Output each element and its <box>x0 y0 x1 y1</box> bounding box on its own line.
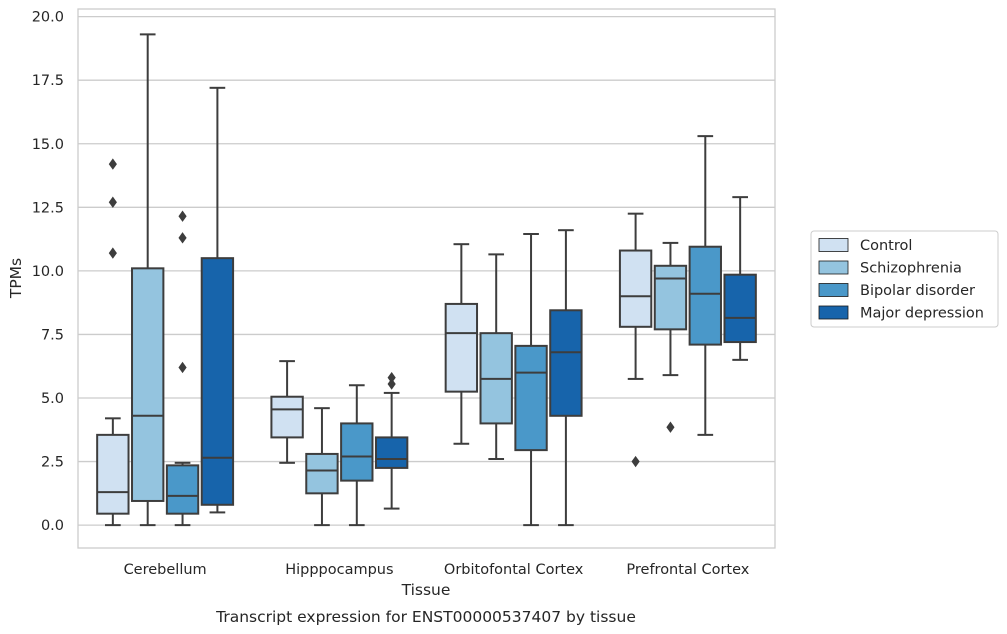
y-tick-label: 7.5 <box>41 327 64 343</box>
box-2-1 <box>479 253 513 461</box>
x-axis: Cerebellum Hipppocampus Orbitofontal Corte… <box>124 562 750 578</box>
box-0-2 <box>165 210 200 527</box>
box-3-3 <box>723 196 757 361</box>
chart-caption: Transcript expression for ENST0000053740… <box>215 608 636 626</box>
plot-area <box>77 8 776 549</box>
box-2-2 <box>514 233 548 527</box>
box-body <box>723 273 757 344</box>
legend-label: Schizophrenia <box>860 261 962 277</box>
box-1-2 <box>340 384 374 527</box>
box-3-2 <box>688 135 722 436</box>
y-tick-label: 15.0 <box>32 137 64 153</box>
legend-label: Major depression <box>860 306 984 322</box>
outlier-marker <box>387 371 396 384</box>
legend-swatch <box>818 238 849 252</box>
y-tick-label: 12.5 <box>32 200 64 216</box>
legend-label: Control <box>860 238 912 254</box>
legend-swatch <box>818 260 849 275</box>
box-body <box>131 267 165 502</box>
legend-swatch <box>818 283 849 297</box>
box-0-0 <box>96 158 130 527</box>
box-groups <box>96 33 757 527</box>
plot-frame <box>77 8 776 549</box>
outlier-marker <box>631 455 640 468</box>
y-tick-label: 0.0 <box>41 518 64 534</box>
legend: Control Schizophrenia Bipolar disorder Majo… <box>810 230 999 328</box>
y-tick-label: 10.0 <box>32 264 64 280</box>
x-tick-label: Hipppocampus <box>285 562 393 578</box>
box-body <box>514 344 548 452</box>
box-body <box>618 249 653 328</box>
y-tick-label: 2.5 <box>41 455 64 471</box>
box-2-0 <box>444 243 479 445</box>
box-3-0 <box>618 212 653 468</box>
box-body <box>444 302 479 393</box>
outlier-marker <box>178 361 187 374</box>
box-2-3 <box>549 229 583 527</box>
y-tick-label: 17.5 <box>32 73 64 89</box>
box-body <box>688 245 722 346</box>
x-tick-label: Prefrontal Cortex <box>626 562 749 578</box>
outlier-marker <box>178 210 187 222</box>
y-tick-label: 5.0 <box>41 391 64 407</box>
legend-label: Bipolar disorder <box>860 283 975 299</box>
y-tick-label: 20.0 <box>32 10 64 26</box>
box-body <box>96 433 130 515</box>
box-0-1 <box>131 33 165 527</box>
box-body <box>305 452 339 495</box>
box-body <box>374 436 409 469</box>
box-1-3 <box>374 371 409 510</box>
box-body <box>340 422 374 482</box>
box-body <box>653 264 688 331</box>
legend-swatch <box>818 305 849 320</box>
box-3-1 <box>653 241 688 433</box>
outlier-marker <box>666 421 675 433</box>
outlier-marker <box>108 247 117 259</box>
outlier-marker <box>387 378 396 390</box>
x-tick-label: Cerebellum <box>124 562 207 578</box>
legend-frame <box>810 230 999 328</box>
x-axis-label: Tissue <box>401 581 451 599</box>
gridlines <box>78 15 775 526</box>
box-0-3 <box>200 86 235 514</box>
outlier-marker <box>178 232 187 244</box>
outlier-marker <box>108 158 117 170</box>
box-body <box>549 309 583 417</box>
box-1-0 <box>270 360 304 464</box>
box-1-1 <box>305 407 339 527</box>
outlier-marker <box>108 196 117 208</box>
box-body <box>200 257 235 506</box>
x-tick-label: Orbitofontal Cortex <box>444 562 584 578</box>
box-body <box>165 464 200 515</box>
y-axis: 0.0 2.5 5.0 7.5 10.0 12.5 15.0 17.5 20.0 <box>32 10 64 534</box>
y-axis-label: TPMs <box>7 258 25 299</box>
box-body <box>270 395 304 439</box>
